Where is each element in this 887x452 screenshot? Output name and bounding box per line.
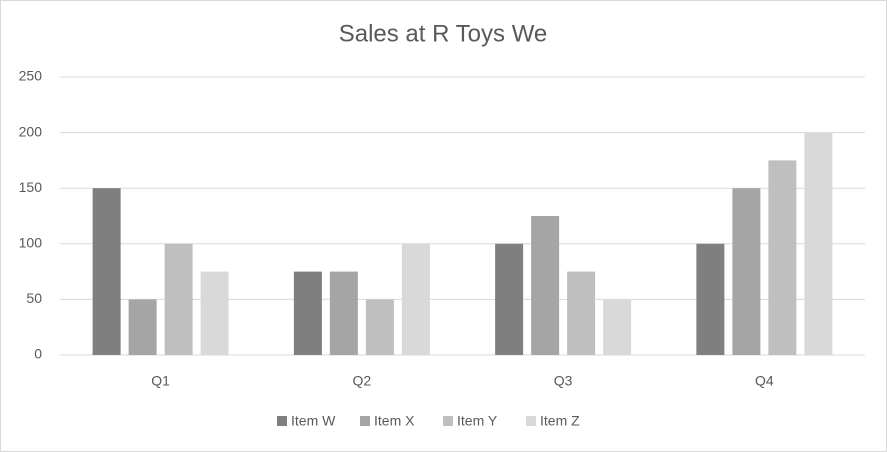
bar — [365, 299, 394, 355]
bar — [495, 243, 524, 355]
bar — [200, 271, 229, 355]
x-tick-label: Q1 — [151, 373, 170, 389]
legend-swatch — [443, 416, 453, 426]
bar — [164, 243, 193, 355]
bar — [401, 243, 430, 355]
legend-swatch — [277, 416, 287, 426]
bar — [293, 271, 322, 355]
bar — [128, 299, 157, 355]
y-tick-label: 200 — [19, 123, 43, 139]
x-tick-label: Q2 — [353, 373, 372, 389]
y-tick-label: 0 — [34, 346, 42, 362]
legend-label: Item Z — [540, 413, 580, 429]
legend-swatch — [360, 416, 370, 426]
bar — [603, 299, 632, 355]
bar — [732, 188, 761, 355]
legend-label: Item X — [374, 413, 415, 429]
y-tick-label: 50 — [26, 290, 42, 306]
x-tick-label: Q4 — [755, 373, 774, 389]
y-tick-label: 150 — [19, 179, 43, 195]
bar — [329, 271, 358, 355]
y-tick-label: 100 — [19, 235, 43, 251]
legend-label: Item W — [291, 413, 336, 429]
bar — [804, 132, 833, 355]
bar — [696, 243, 725, 355]
bar — [92, 188, 121, 355]
bar — [768, 160, 797, 355]
bar — [531, 216, 560, 355]
legend-label: Item Y — [457, 413, 498, 429]
chart-title: Sales at R Toys We — [339, 20, 548, 47]
legend-swatch — [526, 416, 536, 426]
y-tick-label: 250 — [19, 68, 43, 84]
bar — [567, 271, 596, 355]
x-tick-label: Q3 — [554, 373, 573, 389]
